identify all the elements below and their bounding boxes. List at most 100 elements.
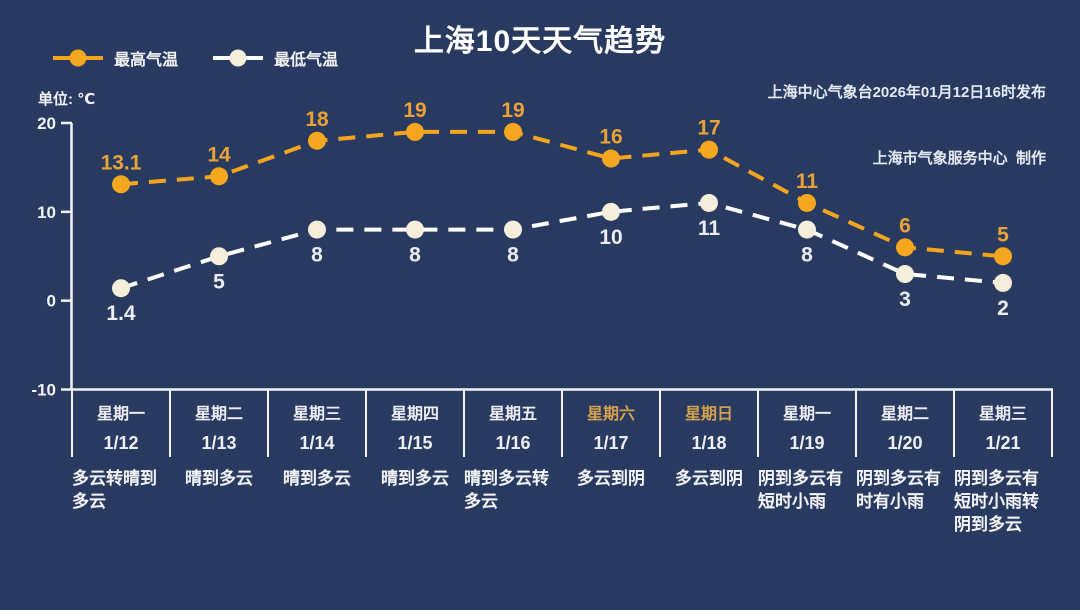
low-temp-value-label: 11 xyxy=(698,217,721,240)
high-temp-marker xyxy=(112,175,130,194)
source-line-1: 上海中心气象台2026年01月12日16时发布 xyxy=(767,84,1046,101)
high-temp-value-label: 13.1 xyxy=(101,151,142,174)
low-temp-marker xyxy=(504,220,522,239)
high-temp-marker xyxy=(406,122,424,141)
high-temp-value-label: 19 xyxy=(403,99,426,122)
low-temp-marker xyxy=(112,279,130,298)
high-temp-value-label: 5 xyxy=(997,223,1009,246)
y-axis-tick-label: -10 xyxy=(31,381,56,400)
date-label: 1/14 xyxy=(299,433,335,453)
day-column: 星期一 1/19 阴到多云有短时小雨 xyxy=(758,397,856,536)
day-column: 星期二 1/13 晴到多云 xyxy=(170,397,268,536)
high-temp-value-label: 16 xyxy=(599,126,622,149)
weather-description-text: 晴到多云 xyxy=(185,469,253,488)
weekday-label: 星期三 xyxy=(978,406,1027,423)
high-temp-value-label: 19 xyxy=(501,99,524,122)
weather-description: 阴到多云有短时小雨转阴到多云 xyxy=(954,467,1052,536)
high-temp-marker xyxy=(602,149,620,168)
weather-description: 多云到阴 xyxy=(660,467,758,490)
low-temp-value-label: 8 xyxy=(409,244,421,267)
low-temp-marker xyxy=(700,193,718,212)
low-temp-value-label: 8 xyxy=(311,244,323,267)
low-temp-value-label: 8 xyxy=(507,244,519,267)
high-temp-value-label: 17 xyxy=(697,117,720,140)
high-temp-marker xyxy=(700,140,718,159)
weather-description: 晴到多云 xyxy=(268,467,366,490)
high-temp-legend-marker-icon xyxy=(53,49,103,67)
page-title: 上海10天天气趋势 xyxy=(413,25,667,58)
weather-description-text: 晴到多云 xyxy=(283,469,351,488)
weather-description: 晴到多云转多云 xyxy=(464,467,562,513)
weekday-label: 星期二 xyxy=(194,406,243,423)
low-temp-marker xyxy=(602,202,620,221)
low-temp-marker xyxy=(798,220,816,239)
source-line-2: 上海市气象服务中心 制作 xyxy=(872,150,1046,167)
weekday-label: 星期二 xyxy=(880,406,929,423)
low-temp-value-label: 1.4 xyxy=(106,302,136,325)
weather-description-text: 多云到阴 xyxy=(577,469,645,488)
weather-description-text: 多云到阴 xyxy=(675,469,743,488)
date-label: 1/21 xyxy=(985,433,1021,453)
day-column: 星期六 1/17 多云到阴 xyxy=(562,397,660,536)
low-temp-value-label: 10 xyxy=(599,226,622,249)
legend-label-high-temp: 最高气温 xyxy=(114,52,179,69)
date-label: 1/20 xyxy=(887,433,923,453)
date-label: 1/19 xyxy=(789,433,825,453)
weather-description-text: 阴到多云有短时小雨转阴到多云 xyxy=(954,469,1039,534)
day-columns: 星期一 1/12 多云转晴到多云 星期二 1/13 晴到多云 星期三 1/14 晴到多云 星期四 1… xyxy=(72,397,1052,536)
high-temp-marker xyxy=(994,247,1012,266)
weekday-label: 星期一 xyxy=(782,406,831,423)
high-temp-marker xyxy=(896,238,914,257)
weekday-label: 星期四 xyxy=(390,406,439,423)
weekday-label: 星期一 xyxy=(96,406,145,423)
high-temp-marker xyxy=(504,122,522,141)
weather-description-text: 多云转晴到多云 xyxy=(72,469,157,511)
day-column: 星期日 1/18 多云到阴 xyxy=(660,397,758,536)
weather-description: 晴到多云 xyxy=(366,467,464,490)
source-info: 上海中心气象台2026年01月12日16时发布 上海市气象服务中心 制作 xyxy=(768,38,1046,214)
weather-description: 多云转晴到多云 xyxy=(72,467,170,513)
weather-description-text: 晴到多云 xyxy=(381,469,449,488)
low-temp-marker xyxy=(308,220,326,239)
temperature-trend-chart: 20 10 0 -10 13.1 14 18 19 19 16 17 11 6 5 1.4 5 8 8 8 10 11 8… xyxy=(31,99,1053,457)
low-temp-marker xyxy=(406,220,424,239)
y-axis-tick-label: 10 xyxy=(37,203,56,222)
low-temp-value-label: 3 xyxy=(899,288,911,311)
high-temp-value-label: 14 xyxy=(207,143,231,166)
high-temp-value-label: 18 xyxy=(305,108,329,131)
weather-description-text: 阴到多云有短时小雨 xyxy=(758,469,843,511)
legend-item-low-temp: 最低气温 xyxy=(212,46,338,70)
day-column: 星期四 1/15 晴到多云 xyxy=(366,397,464,536)
legend-item-high-temp: 最高气温 xyxy=(52,46,178,70)
y-axis-tick-label: 20 xyxy=(37,114,56,133)
day-column: 星期五 1/16 晴到多云转多云 xyxy=(464,397,562,536)
day-column: 星期一 1/12 多云转晴到多云 xyxy=(72,397,170,536)
date-label: 1/17 xyxy=(593,433,629,453)
weekday-label: 星期六 xyxy=(586,406,635,423)
high-temp-value-label: 11 xyxy=(796,170,819,193)
weather-description: 多云到阴 xyxy=(562,467,660,490)
weather-description: 阴到多云有短时小雨 xyxy=(758,467,856,513)
weekday-label: 星期五 xyxy=(488,406,537,423)
high-temp-marker xyxy=(210,167,228,186)
low-temp-value-label: 2 xyxy=(997,297,1009,320)
low-temp-line xyxy=(120,200,1004,291)
weather-description-text: 阴到多云有时有小雨 xyxy=(856,469,941,511)
day-column: 星期三 1/14 晴到多云 xyxy=(268,397,366,536)
low-temp-marker xyxy=(994,273,1012,292)
weekday-label: 星期日 xyxy=(684,406,733,423)
weather-description-text: 晴到多云转多云 xyxy=(464,469,549,511)
day-column: 星期三 1/21 阴到多云有短时小雨转阴到多云 xyxy=(954,397,1052,536)
high-temp-marker xyxy=(308,131,326,150)
weekday-label: 星期三 xyxy=(292,406,341,423)
low-temp-value-label: 8 xyxy=(801,244,813,267)
day-column: 星期二 1/20 阴到多云有时有小雨 xyxy=(856,397,954,536)
trend-chart-svg: 20 10 0 -10 13.1 14 18 19 19 16 17 11 6 5 1.4 5 8 8 8 10 11 8… xyxy=(31,99,1053,457)
low-temp-legend-marker-icon xyxy=(213,49,264,67)
high-temp-marker xyxy=(798,193,816,212)
date-label: 1/16 xyxy=(495,433,531,453)
low-temp-marker xyxy=(210,247,228,266)
date-label: 1/15 xyxy=(397,433,433,453)
date-label: 1/12 xyxy=(103,433,139,453)
